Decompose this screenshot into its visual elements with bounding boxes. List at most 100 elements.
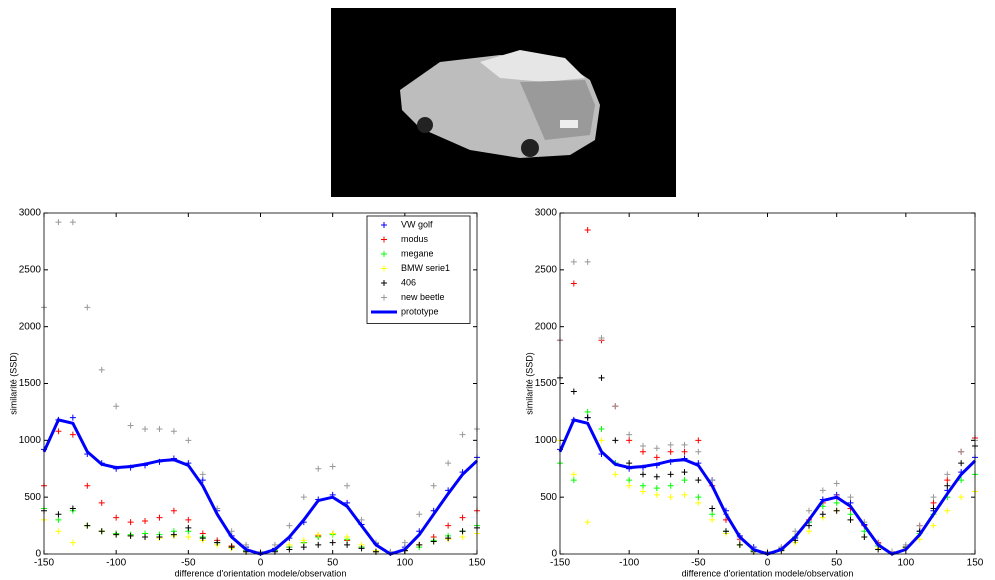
y-tick-label: 500 [540, 492, 557, 503]
point [459, 431, 466, 438]
point [847, 516, 854, 523]
x-tick-label: 0 [258, 558, 264, 569]
point [69, 431, 76, 438]
point [98, 499, 105, 506]
point [286, 546, 293, 553]
point [792, 528, 799, 535]
y-tick-label: 2500 [19, 264, 42, 275]
y-axis-label: similarité (SSD) [8, 352, 18, 415]
y-tick-label: 1500 [535, 378, 558, 389]
point [612, 471, 619, 478]
x-tick-label: 50 [831, 558, 843, 569]
point [653, 491, 660, 498]
point [709, 516, 716, 523]
point [958, 494, 965, 501]
point [584, 414, 591, 421]
point [598, 437, 605, 444]
point [667, 441, 674, 448]
point [958, 460, 965, 467]
point [570, 388, 577, 395]
point [98, 366, 105, 373]
point [344, 541, 351, 548]
point [640, 471, 646, 478]
point [653, 485, 660, 492]
y-tick-label: 0 [551, 549, 557, 560]
y-tick-label: 2500 [535, 264, 558, 275]
point [709, 477, 716, 484]
legend-label: VW golf [401, 219, 433, 229]
point [142, 518, 149, 525]
point [847, 511, 854, 518]
point [833, 480, 840, 487]
point [681, 491, 688, 498]
point [445, 535, 452, 542]
point [84, 482, 91, 489]
point [626, 460, 633, 467]
legend-label: new beetle [401, 292, 445, 302]
point [584, 519, 591, 526]
point [329, 539, 336, 546]
point [55, 219, 62, 226]
point [401, 539, 408, 546]
point [861, 533, 868, 540]
legend-label: megane [401, 248, 434, 258]
point [930, 522, 937, 529]
point [185, 524, 192, 531]
point [199, 471, 206, 478]
point [170, 507, 177, 514]
y-tick-label: 1000 [19, 435, 42, 446]
x-tick-label: -100 [106, 558, 126, 569]
point [55, 516, 62, 523]
point [944, 471, 951, 478]
point [833, 507, 840, 514]
point [667, 448, 674, 455]
point [199, 535, 206, 542]
point [315, 541, 322, 548]
x-axis-label: difference d'orientation modele/observat… [175, 568, 347, 578]
point [902, 541, 909, 548]
point [69, 414, 76, 421]
point [695, 477, 702, 484]
point [344, 533, 351, 540]
point [916, 522, 923, 529]
point [156, 533, 163, 540]
car-image [331, 8, 676, 197]
point [709, 505, 716, 512]
point [185, 533, 192, 540]
legend-label: 406 [401, 277, 416, 287]
point [445, 460, 452, 467]
point [156, 425, 163, 432]
point [286, 522, 293, 529]
point [626, 431, 633, 438]
x-tick-label: 150 [967, 558, 984, 569]
point [723, 528, 729, 535]
point [416, 511, 423, 518]
y-tick-label: 3000 [19, 208, 42, 219]
point [806, 507, 812, 514]
legend-swatch [381, 294, 387, 301]
x-tick-label: -50 [691, 558, 706, 569]
point [84, 522, 91, 529]
point [640, 448, 646, 455]
point [459, 514, 466, 521]
point [944, 477, 951, 484]
y-tick-label: 2000 [19, 321, 42, 332]
point [156, 514, 163, 521]
point [695, 437, 702, 444]
x-tick-label: -150 [550, 558, 570, 569]
point [300, 494, 307, 501]
point [214, 539, 221, 546]
point [944, 507, 951, 514]
point [681, 441, 688, 448]
point [833, 499, 840, 506]
point [113, 531, 120, 538]
point [185, 437, 192, 444]
point [916, 536, 923, 543]
chart: -150 -100 -50 0 50 100 15005001000150020002500… [524, 208, 983, 579]
point [315, 465, 322, 472]
point [944, 482, 951, 489]
point [358, 545, 365, 552]
point [819, 487, 826, 494]
point [243, 541, 250, 548]
point [653, 454, 660, 461]
